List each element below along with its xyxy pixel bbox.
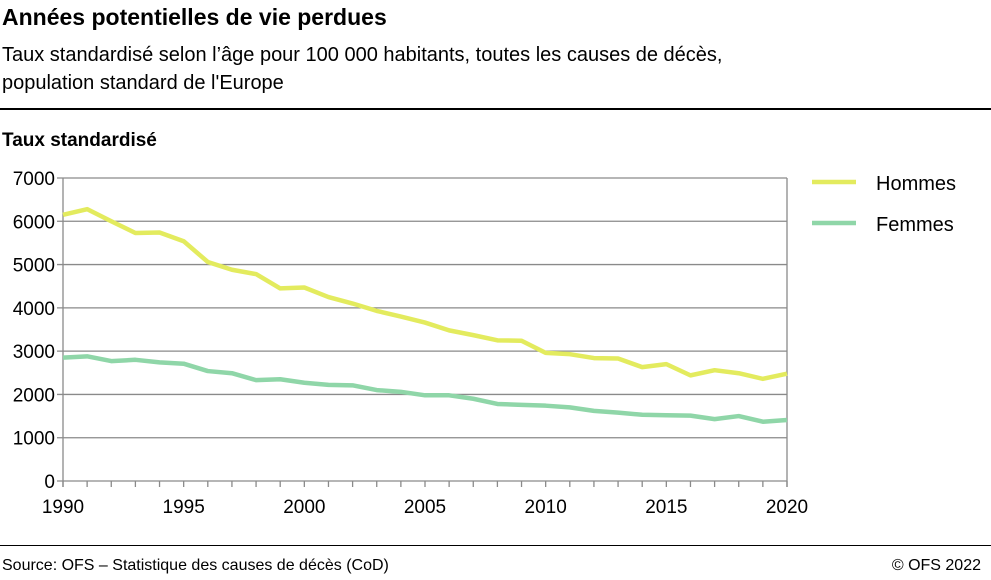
y-axis-label: Taux standardisé [2,130,157,151]
y-tick-label: 4000 [13,299,55,320]
x-tick-label: 2020 [766,497,808,518]
y-tick-label: 3000 [13,342,55,363]
y-tick-label: 0 [44,472,55,493]
y-tick-label: 7000 [13,169,55,190]
x-tick-label: 2000 [283,497,325,518]
header-divider [0,108,991,110]
source-note: Source: OFS – Statistique des causes de … [2,557,389,574]
x-tick-label: 1990 [42,497,84,518]
x-tick-label: 1995 [163,497,205,518]
series-line-hommes [62,206,788,382]
chart-subtitle-line2: population standard de l'Europe [2,72,284,94]
legend-label: Hommes [876,173,956,195]
x-tick-label: 2015 [645,497,687,518]
y-tick-label: 6000 [13,212,55,233]
chart-subtitle-line1: Taux standardisé selon l’âge pour 100 00… [2,44,723,66]
x-tick-label: 2005 [404,497,446,518]
series-line-femmes [62,354,788,424]
legend-label: Femmes [876,214,954,236]
copyright: © OFS 2022 [891,557,981,574]
footer-divider [0,545,991,546]
y-tick-label: 1000 [13,429,55,450]
y-tick-label: 2000 [13,385,55,406]
y-tick-label: 5000 [13,256,55,277]
x-tick-label: 2010 [525,497,567,518]
chart-title: Années potentielles de vie perdues [2,4,387,30]
